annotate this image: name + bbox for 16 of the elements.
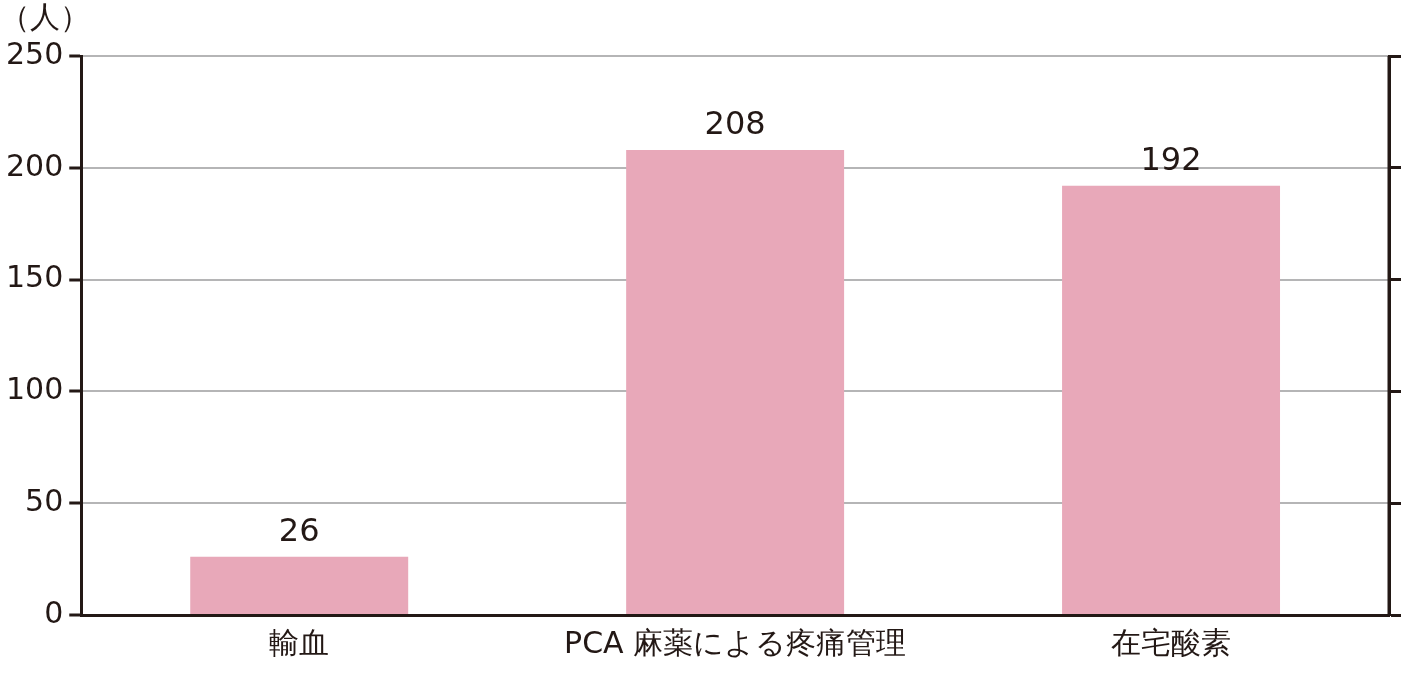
y-tick-label: 250 bbox=[6, 35, 64, 71]
y-tick-label: 100 bbox=[6, 371, 64, 407]
x-tick-label: 輸血 bbox=[269, 624, 330, 660]
bar bbox=[190, 556, 409, 614]
y-tick-label: 200 bbox=[6, 147, 64, 183]
y-axis-title: （人） bbox=[0, 0, 90, 34]
x-tick-label: PCA 麻薬による疼痛管理 bbox=[564, 624, 907, 660]
data-label: 26 bbox=[278, 511, 320, 550]
x-tick-label: 在宅酸素 bbox=[1111, 624, 1232, 660]
data-label: 192 bbox=[1140, 140, 1202, 178]
y-tick-label: 150 bbox=[6, 259, 64, 295]
bar bbox=[1062, 185, 1281, 614]
y-tick-label: 0 bbox=[44, 594, 64, 630]
data-label: 208 bbox=[704, 104, 766, 143]
bar bbox=[626, 149, 845, 614]
y-tick-label: 50 bbox=[25, 483, 64, 518]
